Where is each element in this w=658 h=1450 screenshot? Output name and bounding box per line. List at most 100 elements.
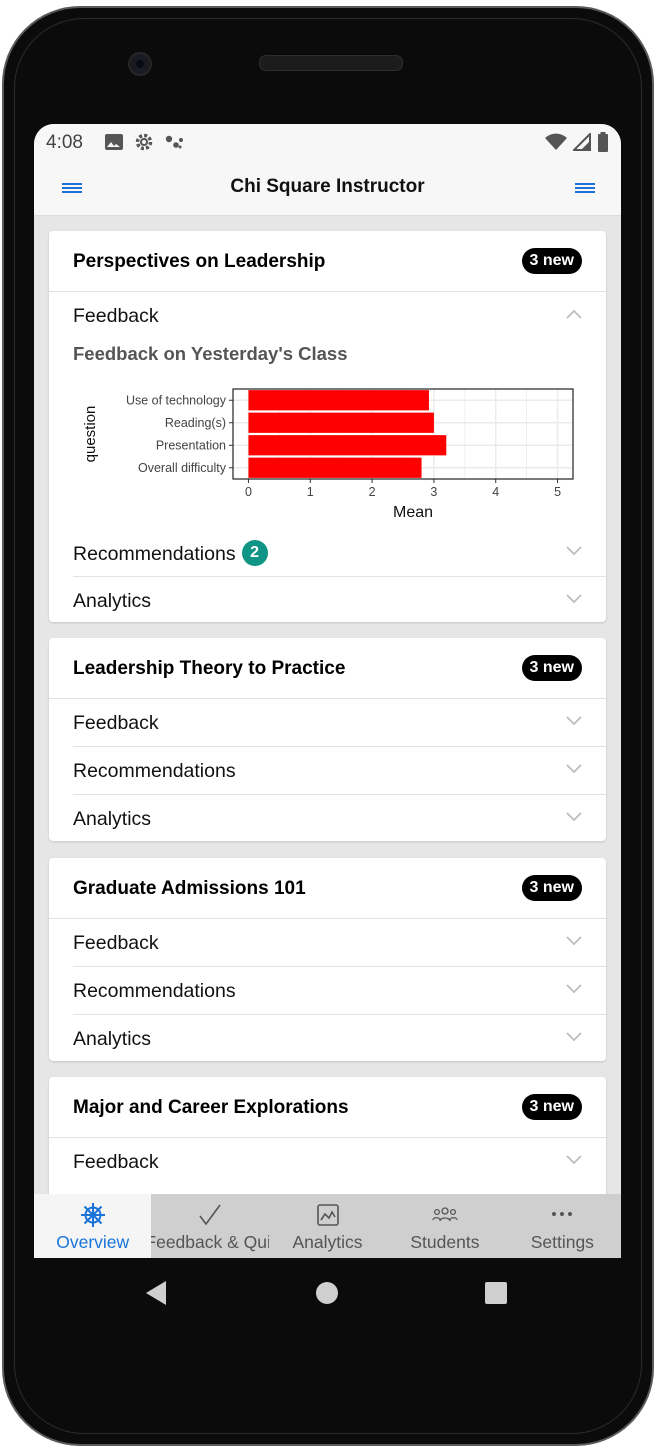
- chevron-down-icon[interactable]: [566, 936, 582, 946]
- feedback-section-toggle[interactable]: Feedback: [73, 699, 606, 747]
- chevron-down-icon[interactable]: [566, 594, 582, 604]
- section-label: Analytics: [73, 808, 152, 830]
- feedback-section-toggle[interactable]: Feedback: [73, 1138, 606, 1185]
- course-title: Major and Career Explorations: [73, 1097, 349, 1118]
- analytics-icon: [316, 1204, 339, 1226]
- system-nav-bar: [34, 1258, 621, 1330]
- section-label: Analytics: [73, 1028, 152, 1050]
- chart-x-tick-label: 4: [492, 485, 499, 499]
- back-icon[interactable]: [144, 1280, 168, 1306]
- image-icon: [105, 134, 123, 150]
- section-label: Feedback: [73, 1151, 159, 1173]
- chart-y-tick-label: Reading(s): [165, 416, 226, 430]
- signal-icon: [573, 133, 591, 151]
- chevron-down-icon[interactable]: [566, 812, 582, 822]
- menu-icon-right[interactable]: [571, 174, 599, 202]
- helm-icon: [80, 1203, 105, 1227]
- wifi-icon: [545, 133, 567, 150]
- section-label: Feedback: [73, 305, 159, 327]
- chart-x-tick-label: 1: [307, 485, 314, 499]
- feedback-panel: Feedback on Yesterday's Class Use of tec…: [49, 339, 606, 529]
- check-icon: [199, 1204, 221, 1226]
- course-title: Graduate Admissions 101: [73, 878, 306, 899]
- course-card-header: Perspectives on Leadership 3 new: [49, 231, 606, 292]
- chart-frame: [232, 388, 574, 480]
- home-icon[interactable]: [315, 1280, 339, 1306]
- chart-bar: [248, 457, 422, 478]
- tab-feedback-quiz[interactable]: Feedback & Quiz: [151, 1194, 269, 1258]
- tab-label: Overview: [56, 1232, 130, 1252]
- tab-label: Settings: [530, 1232, 594, 1252]
- new-badge: 3 new: [521, 248, 582, 274]
- chevron-down-icon[interactable]: [566, 1155, 582, 1165]
- course-card: Graduate Admissions 101 3 new Feedback R…: [49, 858, 606, 1061]
- chevron-down-icon[interactable]: [566, 716, 582, 726]
- chevron-down-icon[interactable]: [566, 1032, 582, 1042]
- analytics-section-toggle[interactable]: Analytics: [73, 795, 606, 842]
- chevron-up-icon[interactable]: [566, 309, 582, 319]
- chart-bar: [248, 390, 429, 411]
- earpiece-speaker: [259, 55, 403, 71]
- section-label: Analytics: [73, 590, 152, 612]
- feedback-bar-chart: Use of technology Reading(s) Presentation O…: [82, 388, 574, 521]
- course-card: Perspectives on Leadership 3 new Feedbac…: [49, 231, 606, 622]
- recommendations-section-toggle[interactable]: Recommendations: [73, 747, 606, 795]
- recommendations-section-toggle[interactable]: Recommendations: [73, 967, 606, 1015]
- tab-settings[interactable]: Settings: [504, 1194, 621, 1258]
- recents-icon[interactable]: [484, 1281, 508, 1305]
- tab-analytics[interactable]: Analytics: [269, 1194, 386, 1258]
- course-card-header: Leadership Theory to Practice 3 new: [49, 638, 606, 699]
- app-title: Chi Square Instructor: [230, 176, 425, 197]
- chevron-down-icon[interactable]: [566, 984, 582, 994]
- new-badge: 3 new: [521, 875, 582, 901]
- course-title: Leadership Theory to Practice: [73, 658, 346, 679]
- chevron-down-icon[interactable]: [566, 546, 582, 556]
- recommendations-count-badge: 2: [241, 540, 268, 566]
- chevron-down-icon[interactable]: [566, 764, 582, 774]
- section-label-text: Recommendations: [73, 543, 236, 566]
- feedback-section-toggle[interactable]: Feedback: [73, 292, 606, 339]
- tab-label: Feedback & Quiz: [151, 1232, 268, 1252]
- recommendations-section-toggle[interactable]: Recommendations 2: [73, 529, 606, 577]
- tab-label: Students: [410, 1232, 480, 1252]
- course-title: Perspectives on Leadership: [73, 251, 326, 272]
- section-label: Recommendations: [73, 980, 236, 1002]
- new-badge: 3 new: [521, 1094, 582, 1120]
- course-card-header: Graduate Admissions 101 3 new: [49, 858, 606, 919]
- status-bar: 4:08: [34, 124, 621, 160]
- front-camera: [128, 52, 152, 76]
- section-label: Feedback: [73, 712, 159, 734]
- chart-bar: [248, 435, 447, 456]
- chart-x-tick-label: 3: [430, 485, 437, 499]
- analytics-section-toggle[interactable]: Analytics: [73, 577, 606, 624]
- course-card: Leadership Theory to Practice 3 new Feed…: [49, 638, 606, 841]
- tab-label: Analytics: [292, 1232, 363, 1252]
- tab-overview[interactable]: Overview: [34, 1194, 152, 1258]
- chart-bar: [248, 412, 434, 433]
- tab-students[interactable]: Students: [386, 1194, 503, 1258]
- gear-icon: [135, 133, 153, 151]
- new-badge: 3 new: [521, 655, 582, 681]
- chart-x-tick-label: 2: [369, 485, 376, 499]
- section-label: Feedback: [73, 932, 159, 954]
- chart-x-tick-label: 5: [554, 485, 561, 499]
- section-label: Recommendations: [73, 760, 236, 782]
- analytics-section-toggle[interactable]: Analytics: [73, 1015, 606, 1062]
- screen: 4:08 Chi Square Instructor Persp: [34, 124, 621, 1258]
- course-card: Major and Career Explorations 3 new Feed…: [49, 1077, 606, 1194]
- chart-x-label: Mean: [393, 504, 433, 521]
- chart-y-label: question: [82, 406, 99, 463]
- section-label: Recommendations 2: [73, 540, 268, 568]
- more-icon: [552, 1212, 573, 1216]
- course-list: Perspectives on Leadership 3 new Feedbac…: [34, 216, 621, 1194]
- chart-y-tick-label: Use of technology: [126, 393, 227, 407]
- feedback-section-toggle[interactable]: Feedback: [73, 919, 606, 967]
- menu-icon[interactable]: [58, 174, 86, 202]
- course-card-header: Major and Career Explorations 3 new: [49, 1077, 606, 1138]
- app-bar: Chi Square Instructor: [34, 160, 621, 216]
- feedback-heading: Feedback on Yesterday's Class: [73, 343, 348, 364]
- chart-y-tick-label: Overall difficulty: [138, 461, 227, 475]
- status-time: 4:08: [46, 132, 83, 153]
- students-icon: [432, 1207, 458, 1222]
